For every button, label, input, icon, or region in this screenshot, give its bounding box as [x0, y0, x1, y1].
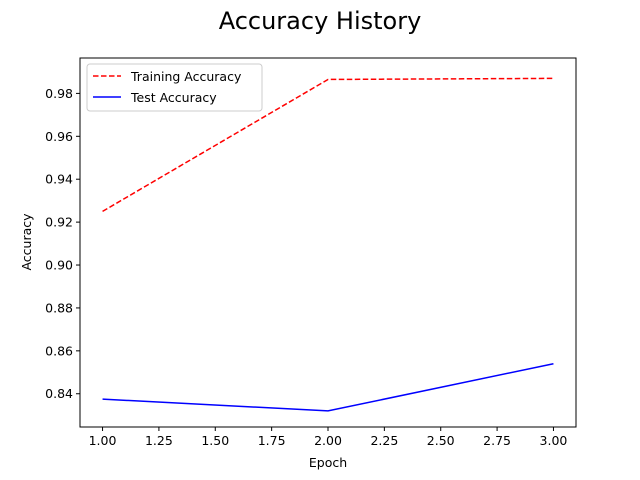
y-axis-label: Accuracy: [19, 213, 34, 271]
y-tick-label: 0.92: [45, 215, 73, 230]
y-tick-label: 0.86: [45, 343, 73, 358]
plot-frame: [79, 57, 577, 428]
y-tick-label: 0.88: [45, 300, 73, 315]
x-tick-label: 1.50: [201, 433, 229, 448]
legend: Training Accuracy Test Accuracy: [86, 63, 263, 112]
legend-label-test: Test Accuracy: [130, 90, 217, 105]
x-tick-label: 1.75: [258, 433, 286, 448]
y-axis-ticks: 0.84 0.86 0.88 0.90 0.92 0.94 0.96 0.98: [45, 86, 80, 401]
x-tick-label: 1.00: [89, 433, 117, 448]
series-line-training-accuracy: [102, 77, 554, 213]
x-tick-label: 2.25: [370, 433, 398, 448]
y-tick-label: 0.90: [45, 258, 73, 273]
series-line-test-accuracy: [102, 362, 554, 412]
series-lines: [102, 77, 554, 412]
y-tick-label: 0.98: [45, 86, 73, 101]
x-tick-label: 2.00: [314, 433, 342, 448]
y-tick-label: 0.96: [45, 129, 73, 144]
x-axis-label: Epoch: [309, 455, 347, 470]
y-tick-label: 0.94: [45, 172, 73, 187]
x-tick-label: 2.75: [483, 433, 511, 448]
x-axis-ticks: 1.00 1.25 1.50 1.75 2.00 2.25 2.50 2.75 3.00: [89, 427, 568, 448]
legend-box: [86, 63, 263, 112]
x-tick-label: 2.50: [427, 433, 455, 448]
legend-label-training: Training Accuracy: [130, 69, 242, 84]
plot-area: 1.00 1.25 1.50 1.75 2.00 2.25 2.50 2.75 3.00 0.8…: [45, 57, 577, 448]
y-tick-label: 0.84: [45, 386, 73, 401]
chart-title: Accuracy History: [219, 7, 422, 35]
x-tick-label: 1.25: [145, 433, 173, 448]
x-tick-label: 3.00: [540, 433, 568, 448]
